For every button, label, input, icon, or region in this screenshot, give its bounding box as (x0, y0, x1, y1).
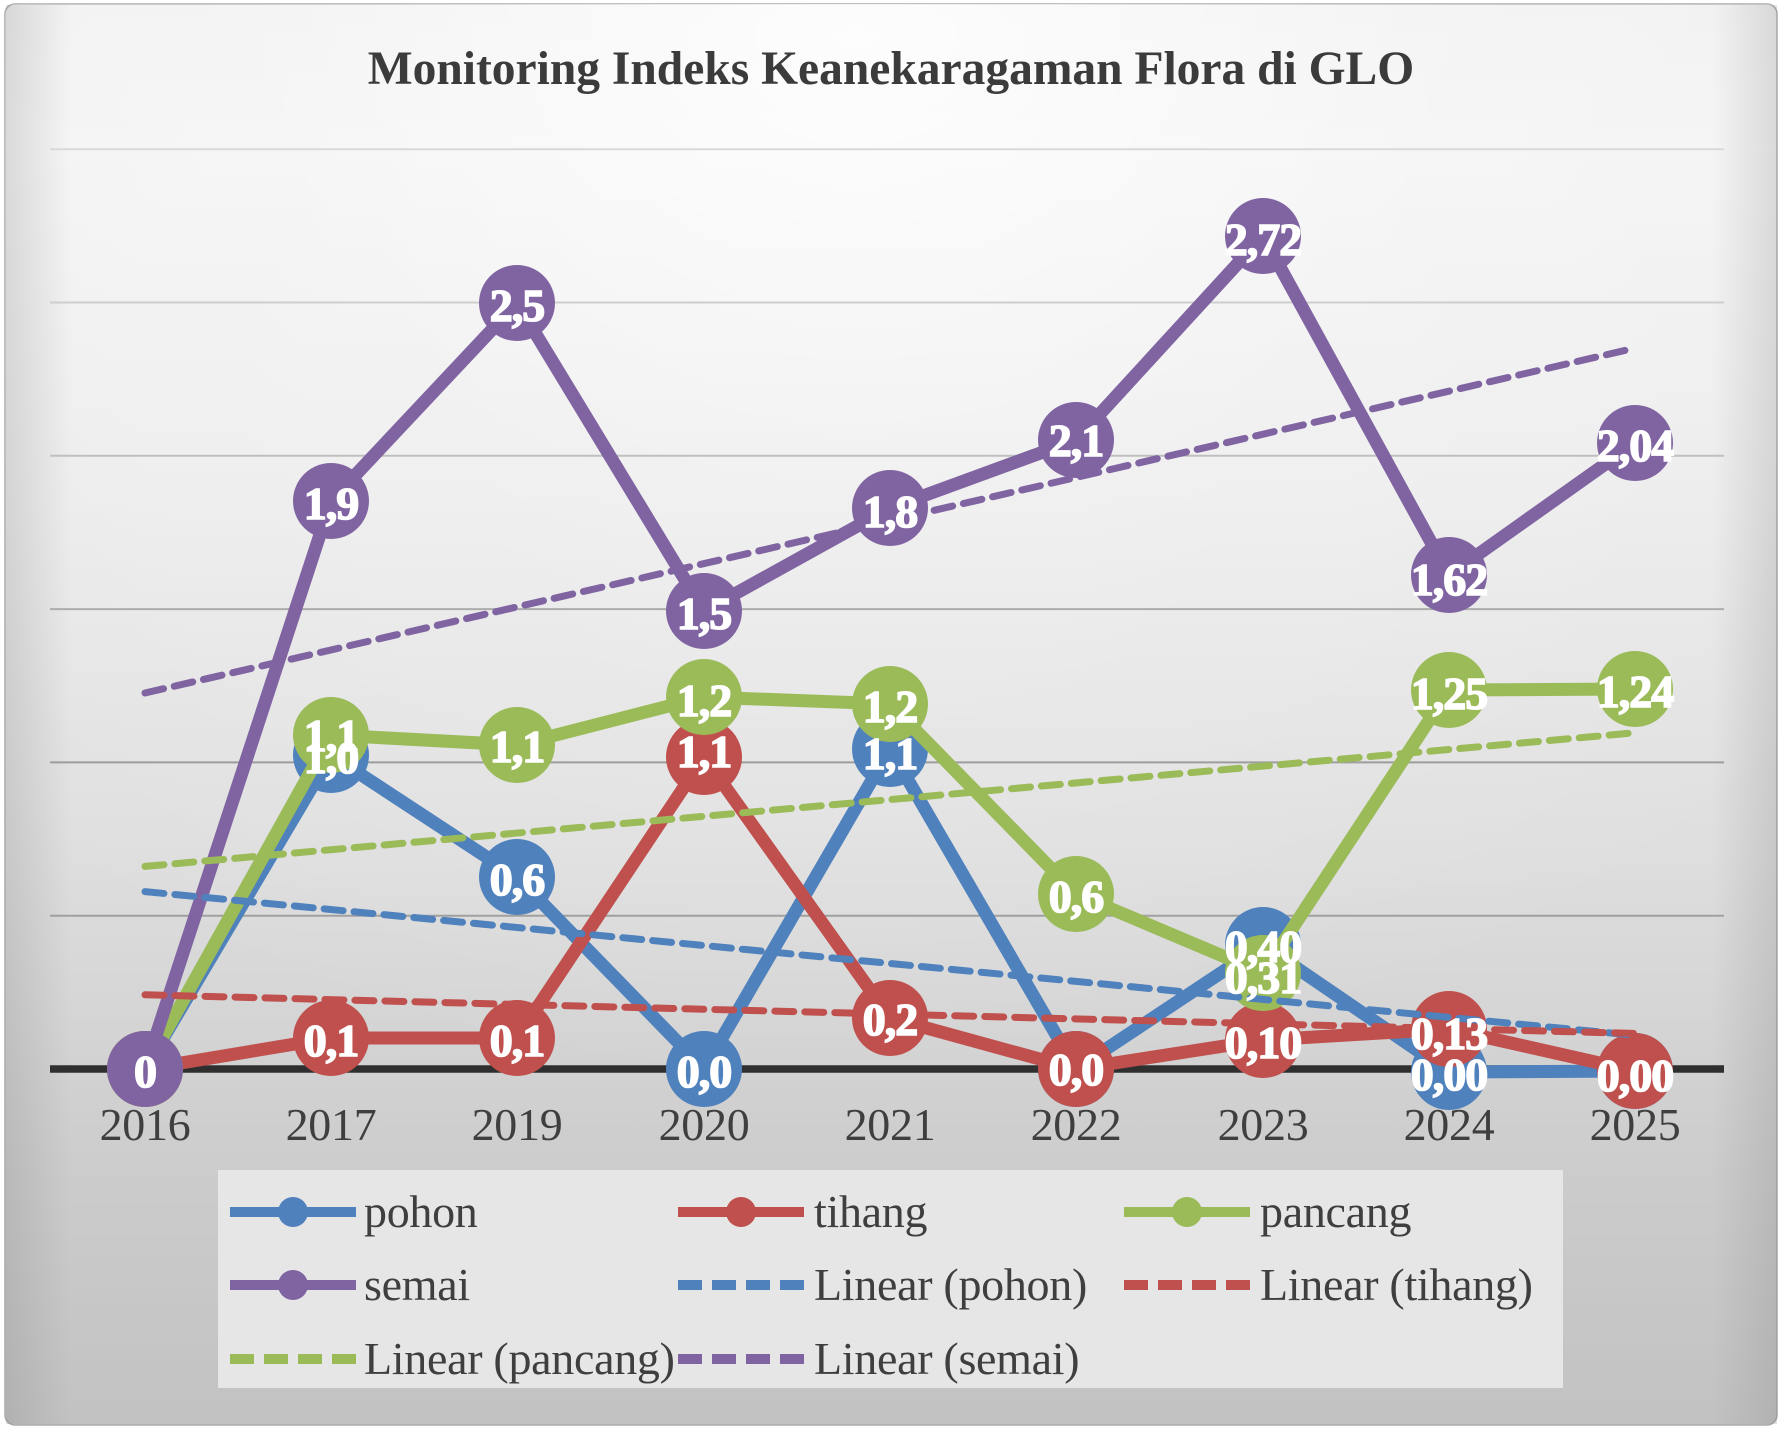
svg-text:2025: 2025 (1590, 1099, 1681, 1150)
svg-text:2016: 2016 (100, 1099, 191, 1150)
svg-text:2023: 2023 (1218, 1099, 1309, 1150)
svg-text:2019: 2019 (472, 1099, 563, 1150)
svg-text:Monitoring Indeks Keanekaragam: Monitoring Indeks Keanekaragaman Flora d… (368, 43, 1414, 95)
svg-text:0,00: 0,00 (1411, 1049, 1488, 1100)
svg-text:pancang: pancang (1260, 1186, 1411, 1237)
svg-text:1,2: 1,2 (863, 681, 918, 732)
svg-text:1,8: 1,8 (863, 486, 918, 537)
svg-text:1,1: 1,1 (490, 721, 545, 772)
svg-text:0,1: 0,1 (490, 1015, 545, 1066)
svg-text:0,0: 0,0 (1049, 1044, 1104, 1095)
svg-text:0,00: 0,00 (1597, 1050, 1674, 1101)
svg-text:Linear (pohon): Linear (pohon) (814, 1259, 1087, 1310)
svg-text:2,04: 2,04 (1597, 420, 1675, 471)
svg-text:tihang: tihang (814, 1186, 927, 1237)
svg-text:2020: 2020 (659, 1099, 750, 1150)
svg-text:0,1: 0,1 (304, 1015, 359, 1066)
svg-text:0,31: 0,31 (1225, 952, 1302, 1003)
svg-text:1,9: 1,9 (304, 478, 359, 529)
svg-text:2021: 2021 (845, 1099, 936, 1150)
svg-text:semai: semai (364, 1259, 470, 1310)
svg-text:2,5: 2,5 (490, 280, 545, 331)
svg-text:0,6: 0,6 (490, 854, 545, 905)
svg-text:1,62: 1,62 (1411, 554, 1488, 605)
svg-text:1,0: 1,0 (304, 732, 359, 783)
svg-text:1,5: 1,5 (677, 588, 732, 639)
svg-text:0,13: 0,13 (1411, 1008, 1488, 1059)
svg-text:2,72: 2,72 (1225, 214, 1302, 265)
svg-text:pohon: pohon (364, 1186, 478, 1237)
svg-text:0,40: 0,40 (1225, 921, 1302, 972)
svg-text:1,24: 1,24 (1597, 666, 1675, 717)
svg-text:1,1: 1,1 (304, 710, 359, 761)
svg-text:1,25: 1,25 (1411, 668, 1488, 719)
svg-text:2022: 2022 (1031, 1099, 1122, 1150)
svg-text:1,1: 1,1 (677, 726, 732, 777)
svg-text:0,6: 0,6 (1049, 871, 1104, 922)
svg-text:0,10: 0,10 (1225, 1017, 1302, 1068)
svg-text:0: 0 (134, 1046, 156, 1097)
svg-text:Linear (tihang): Linear (tihang) (1260, 1259, 1533, 1310)
svg-text:Linear (pancang): Linear (pancang) (364, 1333, 675, 1384)
svg-text:2024: 2024 (1404, 1099, 1495, 1150)
svg-text:0,0: 0,0 (677, 1046, 732, 1097)
svg-text:Linear (semai): Linear (semai) (814, 1333, 1079, 1384)
svg-text:1,1: 1,1 (863, 728, 918, 779)
svg-text:2,1: 2,1 (1049, 415, 1104, 466)
svg-text:2017: 2017 (286, 1099, 377, 1150)
svg-text:1,2: 1,2 (677, 675, 732, 726)
svg-text:0,2: 0,2 (863, 994, 918, 1045)
